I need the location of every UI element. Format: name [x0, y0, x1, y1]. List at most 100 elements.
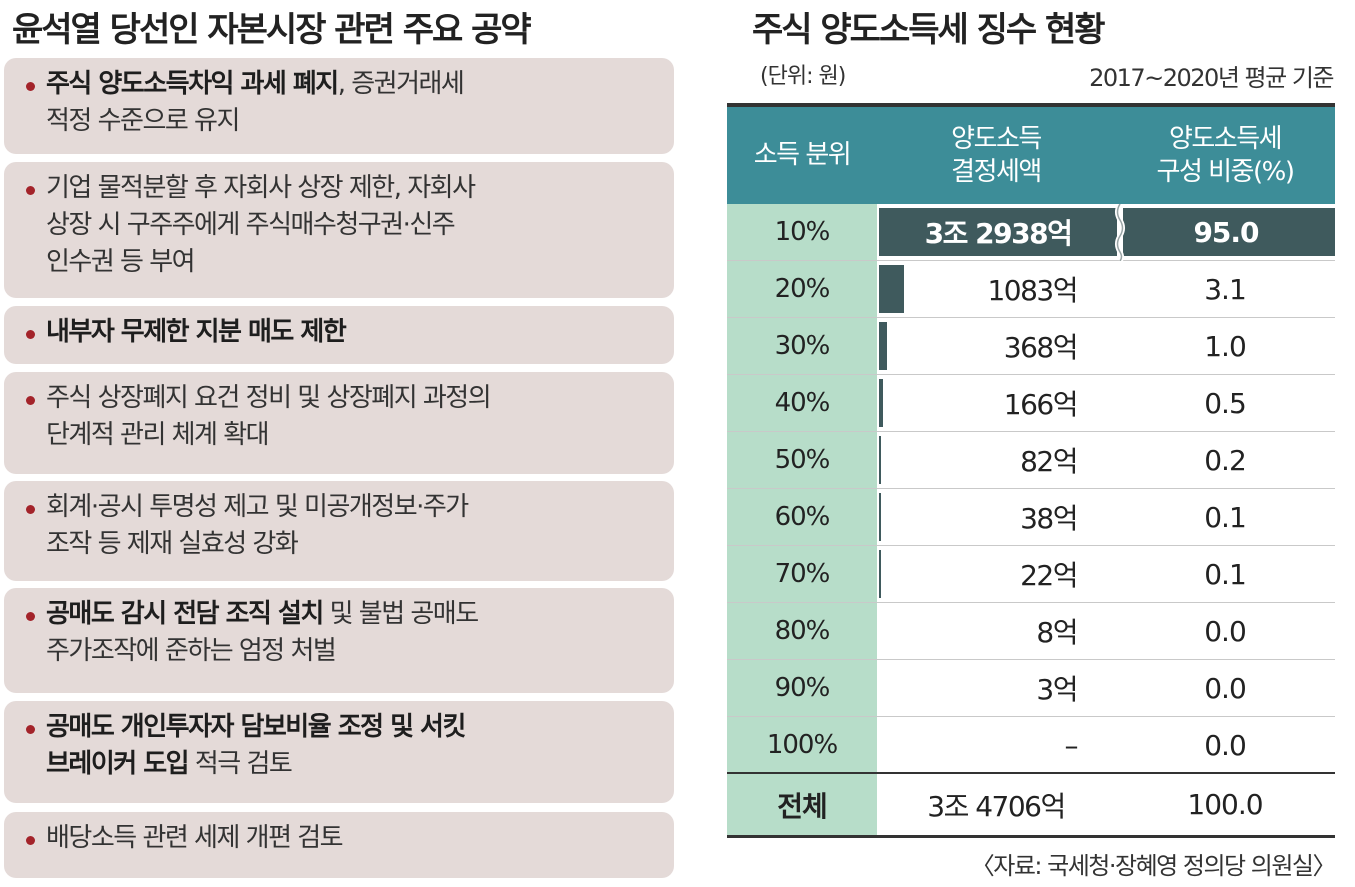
basis-note: 2017~2020년 평균 기준	[1089, 64, 1334, 92]
share-bar	[879, 550, 881, 598]
table-row: 30% 368억 1.0	[727, 318, 1335, 375]
table-row: 80% 8억 0.0	[727, 603, 1335, 660]
pledge-item: 주식 양도소득차익 과세 폐지, 증권거래세 적정 수준으로 유지	[4, 58, 674, 154]
header-share-line1: 양도소득세	[1168, 123, 1283, 154]
bullet-icon	[26, 186, 35, 195]
row-share: 0.5	[1204, 386, 1247, 420]
row-quantile: 10%	[727, 204, 877, 260]
pledge-line: 내부자 무제한 지분 매도 제한	[24, 314, 660, 351]
bullet-icon	[26, 396, 35, 405]
row-quantile: 100%	[727, 717, 877, 773]
row-quantile: 30%	[727, 318, 877, 374]
pledge-text: 주식 상장폐지 요건 정비 및 상장폐지 과정의	[46, 383, 492, 413]
pledge-line: 주가조작에 준하는 엄정 처벌	[24, 633, 660, 670]
pledge-item: 내부자 무제한 지분 매도 제한	[4, 306, 674, 364]
row-amount: 22억	[1020, 559, 1078, 592]
total-label: 전체	[727, 774, 877, 835]
bullet-icon	[26, 725, 35, 734]
share-bar	[879, 436, 881, 484]
pledge-line: 주식 양도소득차익 과세 폐지, 증권거래세	[24, 66, 660, 103]
bullet-icon	[26, 82, 35, 91]
unit-note: (단위: 원)	[760, 64, 846, 89]
row-quantile: 50%	[727, 432, 877, 488]
pledge-line: 기업 물적분할 후 자회사 상장 제한, 자회사	[24, 170, 660, 207]
row-share: 0.0	[1204, 614, 1247, 648]
pledge-text: 주가조작에 준하는 엄정 처벌	[46, 636, 337, 666]
row-quantile: 40%	[727, 375, 877, 431]
pledge-text-bold: 공매도 감시 전담 조직 설치	[46, 599, 324, 629]
table-row: 100% – 0.0	[727, 717, 1335, 774]
row-share: 0.1	[1204, 557, 1247, 591]
axis-break-icon	[1115, 204, 1125, 261]
row-share: 95.0	[1193, 215, 1259, 249]
share-bar	[879, 208, 1117, 256]
total-row: 전체 3조 4706억 100.0	[727, 772, 1335, 838]
pledge-line: 인수권 등 부여	[24, 244, 660, 281]
pledge-text-bold: 브레이커 도입	[46, 749, 190, 779]
header-share-line2: 구성 비중(%)	[1156, 156, 1295, 187]
pledge-text-bold: 주식 양도소득차익 과세 폐지	[46, 69, 339, 99]
pledge-text-bold: 내부자 무제한 지분 매도 제한	[46, 317, 347, 347]
bullet-icon	[26, 836, 35, 845]
share-bar	[879, 265, 904, 313]
table-row: 60% 38억 0.1	[727, 489, 1335, 546]
share-bar	[879, 322, 887, 370]
pledge-line: 공매도 감시 전담 조직 설치 및 불법 공매도	[24, 596, 660, 633]
table-row: 90% 3억 0.0	[727, 660, 1335, 717]
pledge-line: 상장 시 구주주에게 주식매수청구권·신주	[24, 207, 660, 244]
source-note: 〈자료: 국세청·장혜영 정의당 의원실〉	[970, 852, 1337, 880]
pledge-line: 브레이커 도입 적극 검토	[24, 746, 660, 783]
pledge-text: 상장 시 구주주에게 주식매수청구권·신주	[46, 210, 456, 240]
row-amount: 8억	[1036, 616, 1078, 649]
pledges-title: 윤석열 당선인 자본시장 관련 주요 공약	[12, 10, 532, 50]
table-row: 70% 22억 0.1	[727, 546, 1335, 603]
pledge-text: 인수권 등 부여	[46, 247, 196, 277]
pledge-text: 배당소득 관련 세제 개편 검토	[46, 823, 344, 853]
pledge-item: 배당소득 관련 세제 개편 검토	[4, 812, 674, 878]
share-bar	[879, 379, 883, 427]
table-row: 10% 3조 2938억 95.0	[727, 204, 1335, 261]
header-income-quantile: 소득 분위	[753, 140, 852, 170]
table-row: 50% 82억 0.2	[727, 432, 1335, 489]
header-tax-amount: 양도소득 결정세액	[877, 107, 1115, 204]
table-top-rule	[727, 103, 1335, 107]
table-row: 20% 1083억 3.1	[727, 261, 1335, 318]
header-tax-amount-line2: 결정세액	[951, 156, 1042, 187]
row-quantile: 20%	[727, 261, 877, 317]
row-share: 3.1	[1204, 272, 1247, 306]
pledge-text: , 증권거래세	[337, 69, 465, 99]
pledge-line: 조작 등 제재 실효성 강화	[24, 526, 660, 563]
row-quantile: 80%	[727, 603, 877, 659]
pledge-text: 기업 물적분할 후 자회사 상장 제한, 자회사	[46, 173, 476, 203]
pledge-text-bold: 공매도 개인투자자 담보비율 조정 및 서킷	[46, 712, 466, 742]
pledge-line: 단계적 관리 체계 확대	[24, 417, 660, 454]
pledge-line: 적정 수준으로 유지	[24, 103, 660, 140]
row-share: 0.1	[1204, 500, 1247, 534]
row-amount: 368억	[1003, 331, 1079, 364]
total-amount: 3조 4706억	[927, 789, 1066, 823]
row-amount: 38억	[1020, 502, 1078, 535]
bullet-icon	[26, 612, 35, 621]
pledge-text: 적극 검토	[188, 749, 293, 779]
pledge-text: 단계적 관리 체계 확대	[46, 420, 270, 450]
row-amount: 1083억	[987, 274, 1078, 307]
pledge-text: 회계·공시 투명성 제고 및 미공개정보·주가	[46, 492, 469, 522]
pledge-text: 및 불법 공매도	[322, 599, 480, 629]
row-quantile: 90%	[727, 660, 877, 716]
row-amount: 3조 2938억	[924, 217, 1073, 250]
table-header: 소득 분위 양도소득 결정세액 양도소득세 구성 비중(%)	[727, 107, 1335, 204]
pledge-text: 조작 등 제재 실효성 강화	[46, 529, 299, 559]
row-amount: 3억	[1036, 673, 1078, 706]
pledge-line: 회계·공시 투명성 제고 및 미공개정보·주가	[24, 489, 660, 526]
row-share: 0.0	[1204, 728, 1247, 762]
row-amount: –	[1064, 728, 1079, 762]
table-title: 주식 양도소득세 징수 현황	[752, 10, 1106, 50]
row-share: 0.2	[1204, 443, 1247, 477]
row-amount: 166억	[1003, 388, 1079, 421]
header-share: 양도소득세 구성 비중(%)	[1115, 107, 1335, 204]
pledge-line: 배당소득 관련 세제 개편 검토	[24, 820, 660, 857]
